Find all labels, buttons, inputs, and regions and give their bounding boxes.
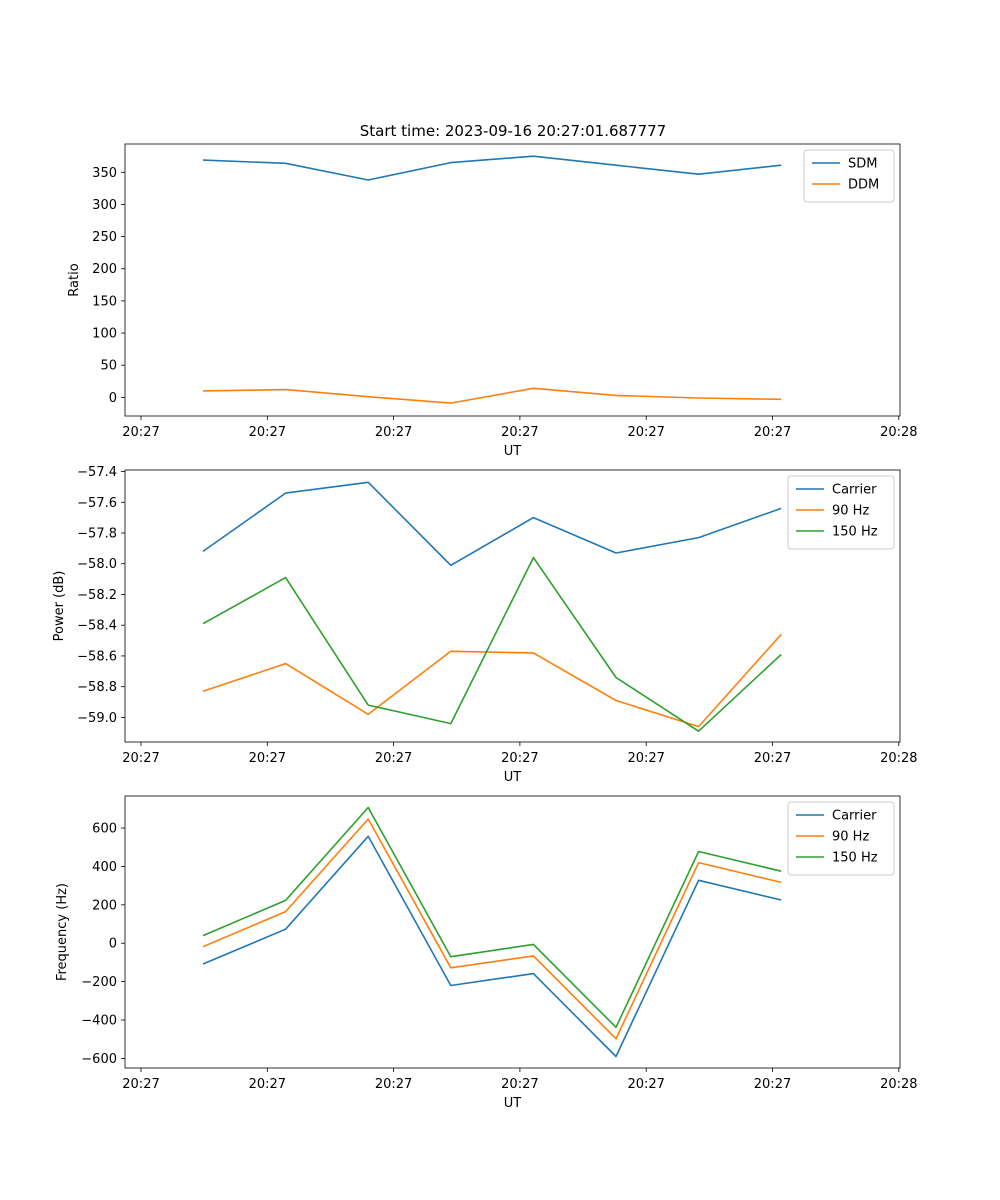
y-tick-label: 250	[92, 230, 117, 245]
x-tick-label: 20:27	[501, 425, 538, 440]
y-tick-label: 0	[109, 937, 117, 952]
series-line-sdm	[202, 155, 782, 181]
y-tick-label: 100	[92, 327, 117, 342]
figure-title: Start time: 2023-09-16 20:27:01.687777	[360, 122, 666, 140]
y-tick-label: −58.2	[77, 588, 117, 603]
x-tick-label: 20:27	[501, 1077, 538, 1092]
x-tick-label: 20:27	[249, 751, 286, 766]
legend-label: SDM	[848, 157, 877, 172]
y-tick-label: 50	[100, 359, 117, 374]
y-tick-label: −200	[81, 975, 117, 990]
y-tick-label: 400	[92, 860, 117, 875]
x-tick-label: 20:27	[375, 751, 412, 766]
y-tick-label: 200	[92, 262, 117, 277]
chart-panel-1: 0 50 100 150 200 250 300 350 20:27 20:27 20:27 20:2…	[67, 143, 918, 459]
x-tick-label: 20:27	[249, 425, 286, 440]
y-tick-label: −600	[81, 1052, 117, 1067]
legend: Carrier 90 Hz 150 Hz	[787, 475, 895, 550]
y-axis-label: Ratio	[67, 263, 82, 296]
legend-label: 150 Hz	[832, 851, 878, 866]
series-line-ddm	[202, 387, 782, 404]
series-line-carrier	[202, 481, 782, 567]
y-tick-label: −400	[81, 1014, 117, 1029]
y-tick-label: −58.0	[77, 557, 117, 572]
x-tick-label: 20:27	[122, 751, 159, 766]
x-tick-label: 20:27	[627, 751, 664, 766]
x-tick-label: 20:27	[627, 1077, 664, 1092]
legend-label: DDM	[848, 178, 879, 193]
x-tick-label: 20:27	[501, 751, 538, 766]
y-tick-label: −58.8	[77, 680, 117, 695]
legend-label: 90 Hz	[832, 504, 869, 519]
y-tick-label: 350	[92, 166, 117, 181]
legend-label: 90 Hz	[832, 830, 869, 845]
x-tick-label: 20:27	[375, 1077, 412, 1092]
series-line-90-hz	[202, 818, 782, 1040]
chart-panel-2: −59.0 −58.8 −58.6 −58.4 −58.2 −58.0 −57.8 −57.6…	[52, 465, 918, 785]
x-tick-label: 20:28	[880, 1077, 917, 1092]
x-tick-label: 20:27	[375, 425, 412, 440]
x-tick-label: 20:27	[627, 425, 664, 440]
y-axis-label: Frequency (Hz)	[55, 883, 70, 981]
x-tick-label: 20:28	[880, 751, 917, 766]
legend: Carrier 90 Hz 150 Hz	[787, 801, 895, 876]
y-tick-label: 600	[92, 822, 117, 837]
legend-label: Carrier	[832, 483, 877, 498]
series-line-150-hz	[202, 806, 782, 1029]
plot-area-frame	[124, 795, 901, 1069]
series-line-150-hz	[202, 556, 782, 733]
series-line-carrier	[202, 835, 782, 1058]
legend-label: 150 Hz	[832, 525, 878, 540]
x-tick-label: 20:28	[880, 425, 917, 440]
legend: SDM DDM	[803, 149, 895, 203]
legend-label: Carrier	[832, 809, 877, 824]
y-tick-label: −57.6	[77, 496, 117, 511]
y-tick-label: 200	[92, 898, 117, 913]
y-tick-label: −57.4	[77, 465, 117, 480]
y-tick-label: 0	[109, 391, 117, 406]
x-tick-label: 20:27	[122, 1077, 159, 1092]
y-tick-label: −58.4	[77, 619, 117, 634]
x-tick-label: 20:27	[754, 751, 791, 766]
plot-area-frame	[124, 143, 901, 417]
chart-panels: 0 50 100 150 200 250 300 350 20:27 20:27 20:27 20:2…	[52, 143, 918, 1111]
y-tick-label: 300	[92, 198, 117, 213]
y-tick-label: −57.8	[77, 527, 117, 542]
x-tick-label: 20:27	[122, 425, 159, 440]
x-axis-label: UT	[504, 770, 522, 785]
x-tick-label: 20:27	[249, 1077, 286, 1092]
chart-panel-3: −600 −400 −200 0 200 400 600 20:27 20:27 20:27 20:…	[55, 795, 918, 1111]
y-tick-label: −59.0	[77, 711, 117, 726]
x-axis-label: UT	[504, 1096, 522, 1111]
plot-area-frame	[124, 469, 901, 743]
y-tick-label: −58.6	[77, 649, 117, 664]
y-axis-label: Power (dB)	[52, 571, 67, 642]
x-tick-label: 20:27	[754, 1077, 791, 1092]
y-tick-label: 150	[92, 294, 117, 309]
x-axis-label: UT	[504, 444, 522, 459]
x-tick-label: 20:27	[754, 425, 791, 440]
